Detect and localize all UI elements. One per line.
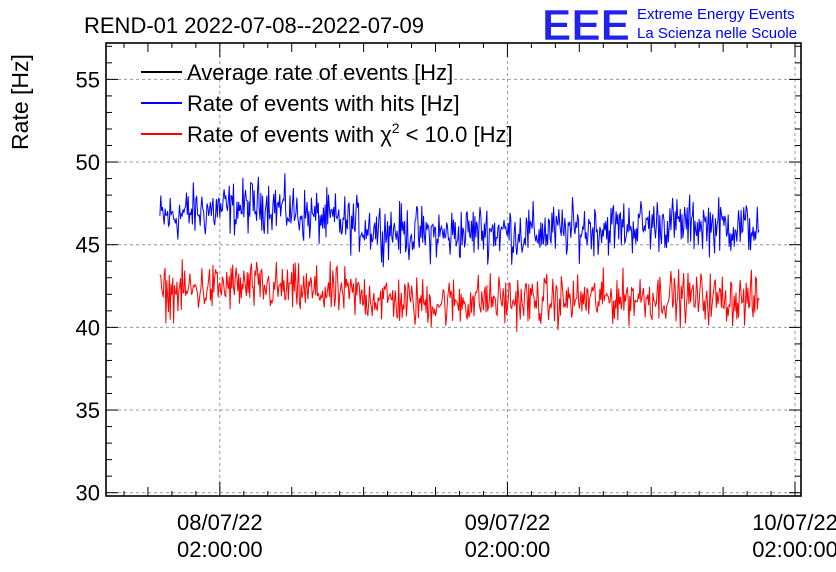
grid [106,43,801,496]
x-tick-time-label: 02:00:00 [465,537,551,562]
legend-item-hits: Rate of events with hits [Hz] [141,91,460,116]
y-tick-label: 45 [76,233,100,258]
chart-title: REND-01 2022-07-08--2022-07-09 [84,13,424,38]
eee-logo-line2: La Scienza nelle Scuole [637,25,797,42]
legend-item-chi2: Rate of events with χ2 < 10.0 [Hz] [141,120,513,147]
series-layer [159,173,760,332]
series-line-1 [159,173,760,268]
legend-label-average: Average rate of events [Hz] [187,60,453,85]
legend-label-chi2: Rate of events with χ2 < 10.0 [Hz] [187,120,513,147]
x-tick-date-label: 09/07/22 [465,510,551,535]
legend-item-average: Average rate of events [Hz] [141,60,453,85]
y-tick-label: 55 [76,67,100,92]
y-tick-labels: 30 35 40 45 50 55 [76,67,100,505]
legend-label-hits: Rate of events with hits [Hz] [187,91,460,116]
legend: Average rate of events [Hz] Rate of even… [141,60,513,147]
axes [105,42,802,497]
legend-label-chi2-main: Rate of events with χ [187,122,392,147]
eee-logo-letters: EEE [542,1,630,50]
x-tick-time-label: 02:00:00 [752,537,836,562]
x-tick-labels: 08/07/2202:00:0009/07/2202:00:0010/07/22… [177,510,836,562]
legend-label-chi2-tail: < 10.0 [Hz] [406,122,513,147]
legend-label-chi2-sup: 2 [392,120,400,136]
y-tick-label: 30 [76,481,100,506]
y-tick-label: 40 [76,315,100,340]
y-tick-label: 50 [76,150,100,175]
x-tick-date-label: 10/07/22 [752,510,836,535]
series-line-2 [159,259,760,332]
y-axis-label: Rate [Hz] [7,54,33,150]
eee-logo: EEE Extreme Energy Events La Scienza nel… [542,1,797,51]
y-tick-label: 35 [76,398,100,423]
x-tick-date-label: 08/07/22 [177,510,263,535]
plot-frame [105,42,802,497]
x-tick-time-label: 02:00:00 [177,537,263,562]
eee-logo-line1: Extreme Energy Events [637,6,795,23]
